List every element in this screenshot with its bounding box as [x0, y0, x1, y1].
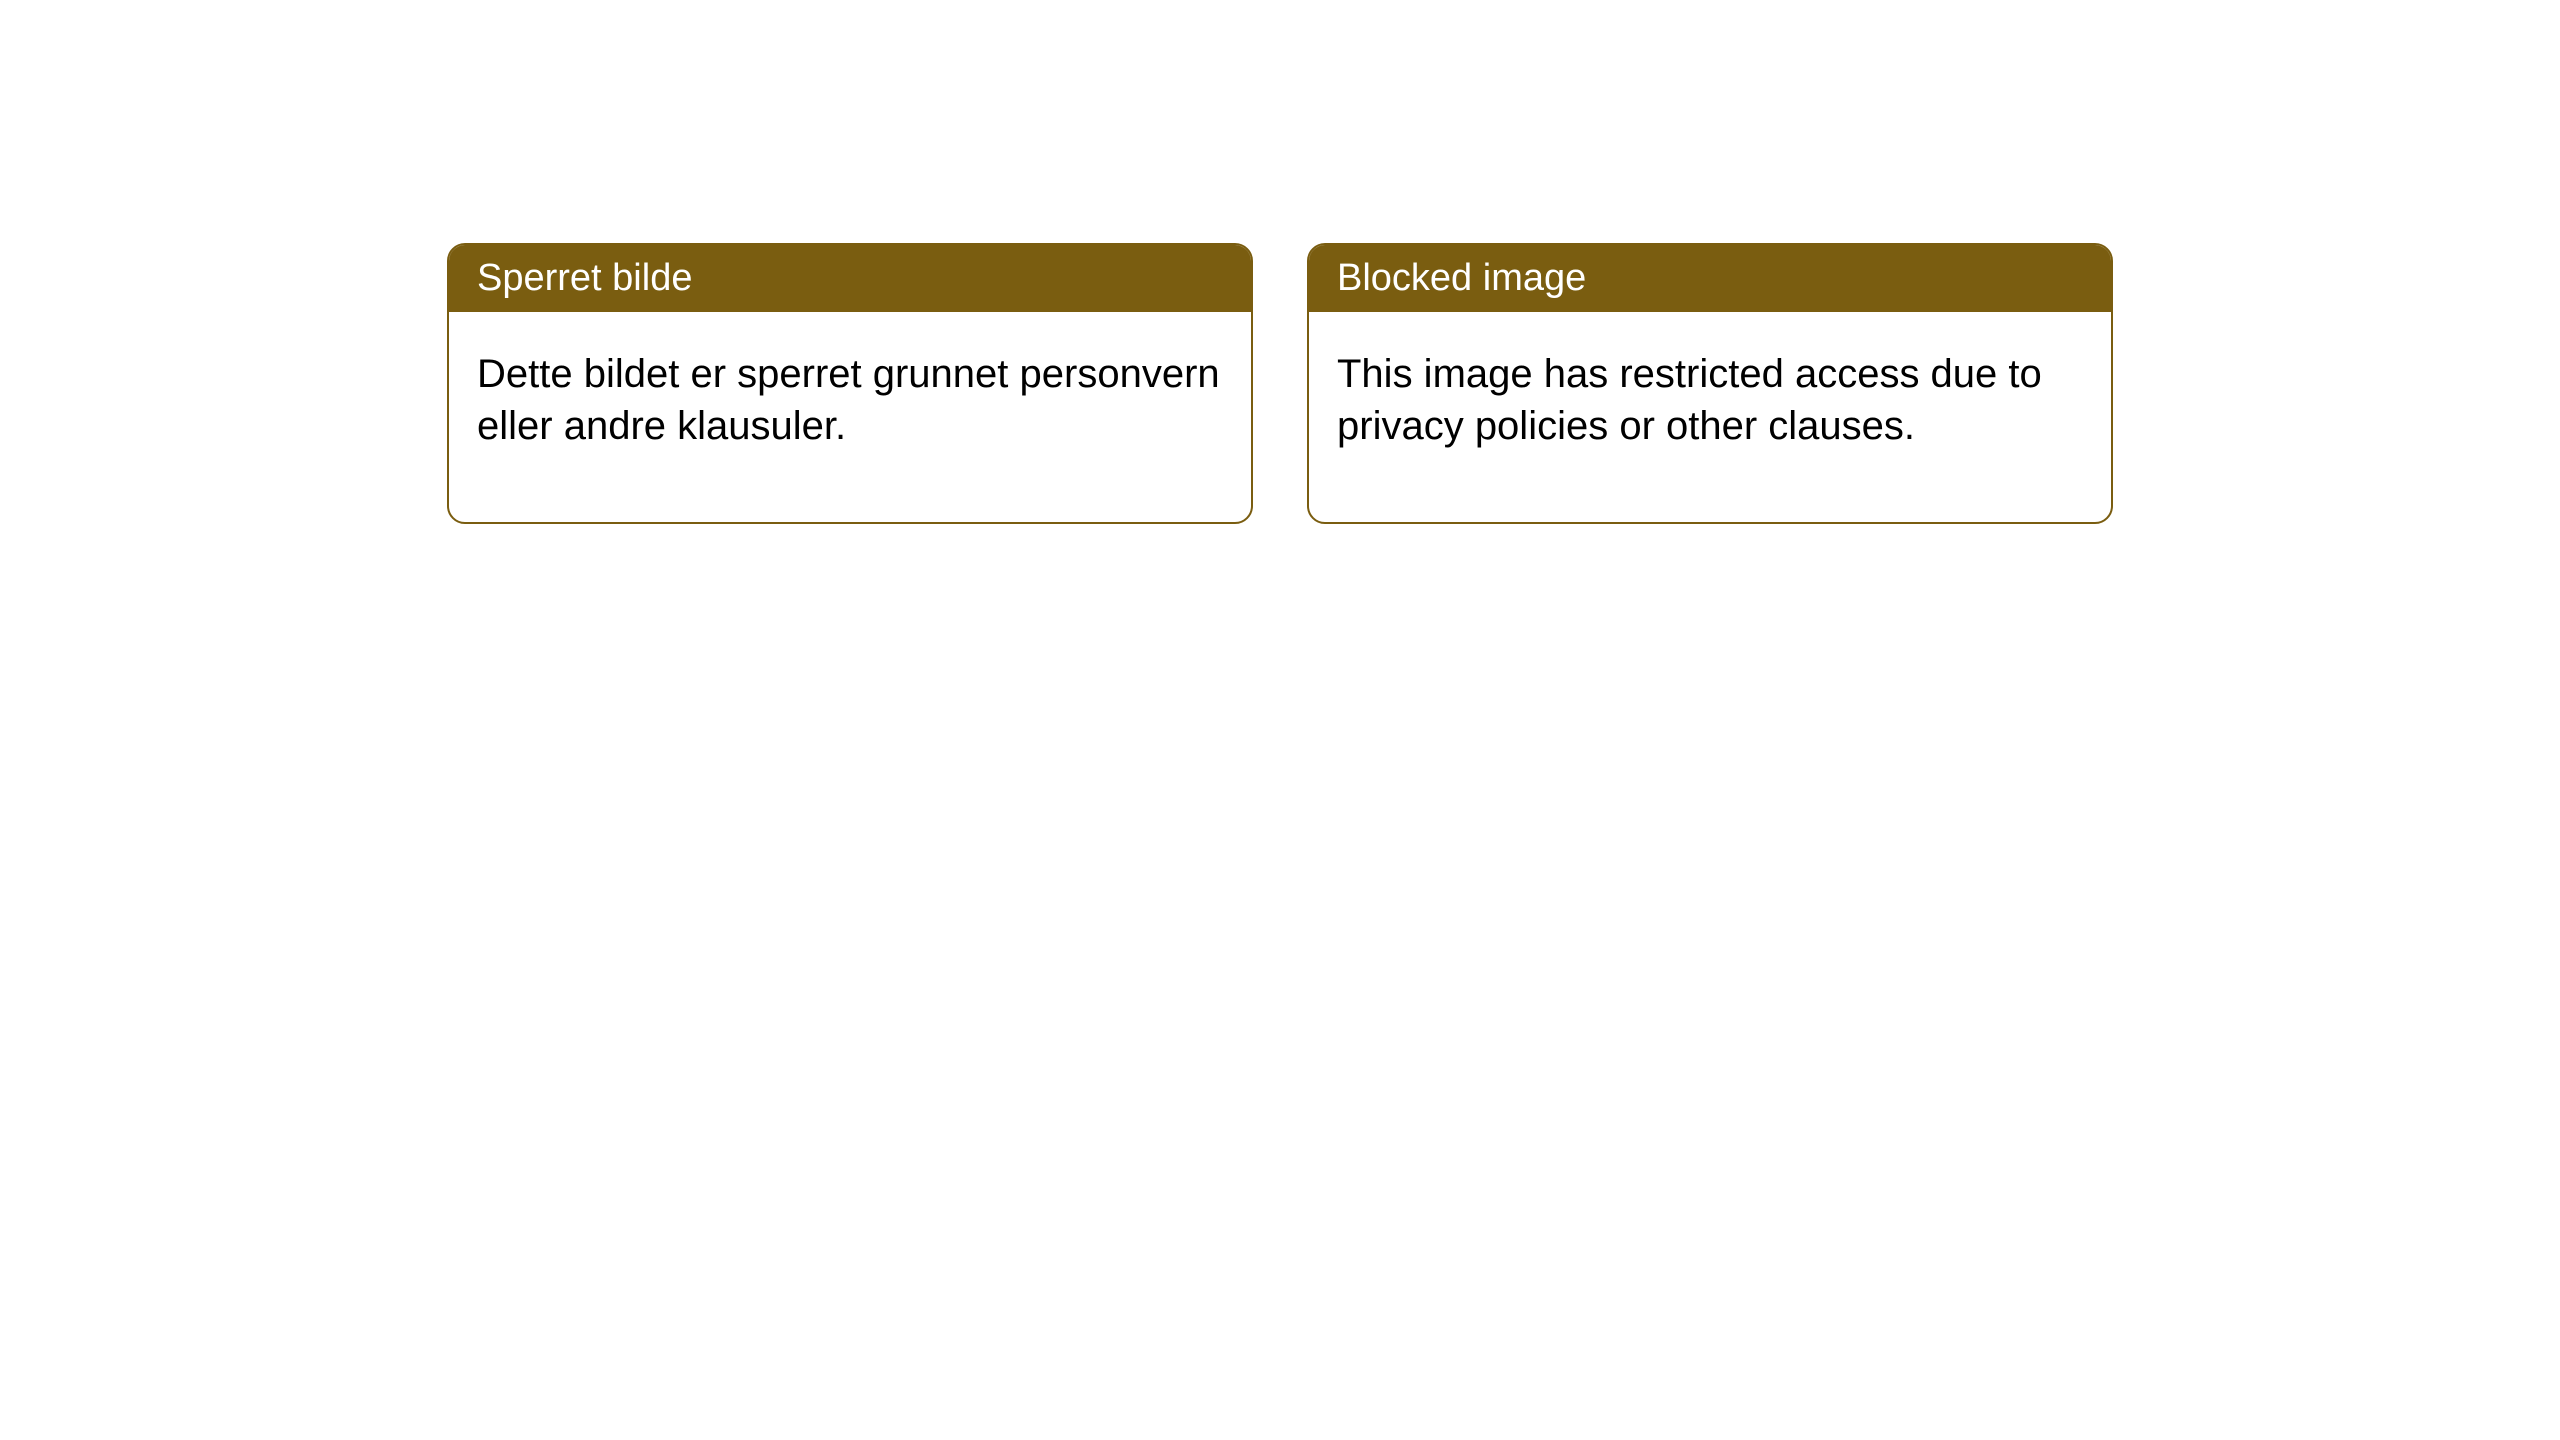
notice-container: Sperret bilde Dette bildet er sperret gr… — [0, 0, 2560, 524]
notice-body-english: This image has restricted access due to … — [1309, 312, 2111, 522]
notice-header-english: Blocked image — [1309, 245, 2111, 312]
notice-body-norwegian: Dette bildet er sperret grunnet personve… — [449, 312, 1251, 522]
notice-card-english: Blocked image This image has restricted … — [1307, 243, 2113, 524]
notice-card-norwegian: Sperret bilde Dette bildet er sperret gr… — [447, 243, 1253, 524]
notice-header-norwegian: Sperret bilde — [449, 245, 1251, 312]
